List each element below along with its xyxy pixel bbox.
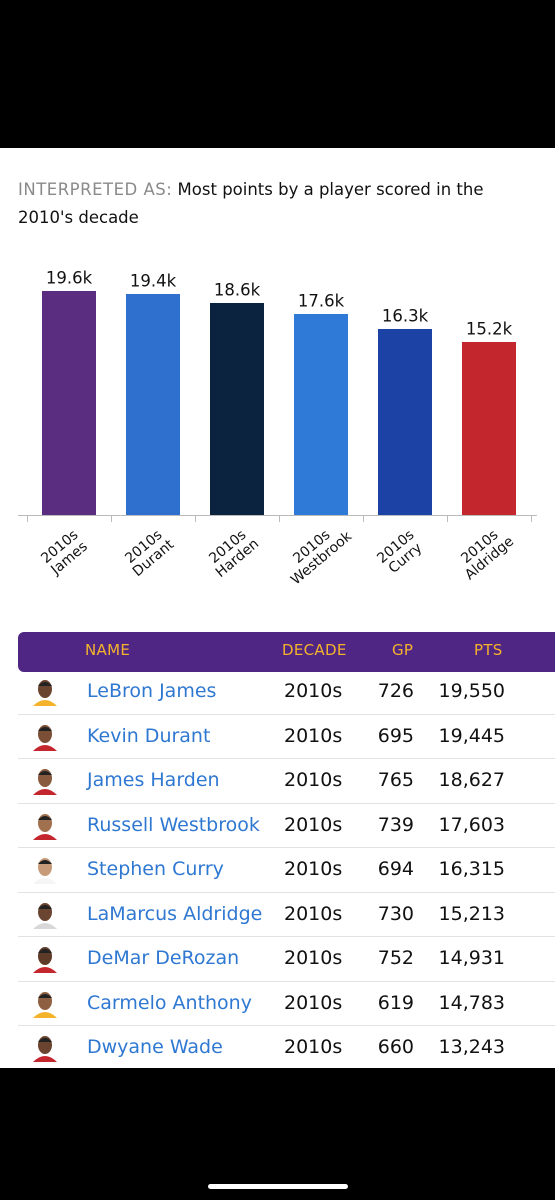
table-cell: 2010s — [284, 813, 343, 836]
table-cell: 2010s — [284, 1036, 343, 1058]
player-avatar — [30, 1032, 60, 1062]
value-label: 16.3k — [381, 306, 429, 326]
column-header: GP — [392, 641, 414, 659]
bar — [126, 293, 180, 515]
category-label: 2010s Aldridge — [458, 526, 518, 584]
player-name[interactable]: LaMarcus Aldridge — [87, 902, 263, 925]
player-avatar — [30, 899, 60, 929]
axis-tick — [27, 515, 28, 522]
column-header: NAME — [85, 641, 131, 659]
query-text: Most points by a player scored in the 20… — [18, 180, 484, 227]
table-cell: 765 — [377, 769, 414, 791]
value-label: 15.2k — [465, 319, 513, 339]
table-cell: 726 — [377, 680, 414, 702]
player-name[interactable]: Dwyane Wade — [87, 1036, 223, 1058]
value-label: 18.6k — [213, 280, 261, 300]
table-cell: 2010s — [284, 858, 343, 880]
row-separator — [18, 1025, 555, 1026]
column-header: PTS — [474, 641, 503, 659]
table-cell: 18,627 — [438, 769, 505, 791]
avatar-icon — [33, 813, 57, 840]
bar — [210, 302, 264, 515]
avatar-icon — [33, 902, 57, 929]
avatar-icon — [33, 769, 57, 795]
value-label: 19.4k — [129, 271, 177, 291]
table-cell: 14,783 — [438, 991, 505, 1014]
table-cell: 16,315 — [438, 858, 505, 880]
table-cell: 13,243 — [438, 1036, 505, 1058]
axis-tick — [111, 515, 112, 522]
row-separator — [18, 980, 555, 982]
row-separator — [18, 713, 555, 715]
table-cell: 694 — [377, 858, 414, 880]
bar — [378, 329, 432, 515]
table-cell: 619 — [377, 991, 414, 1014]
table-cell: 19,550 — [438, 680, 505, 702]
player-avatar — [30, 854, 60, 884]
table-cell: 695 — [377, 724, 414, 747]
bar — [42, 291, 96, 515]
axis-tick — [447, 515, 448, 522]
interpretation: INTERPRETED AS: Most points by a player … — [18, 176, 518, 232]
category-label: 2010s Curry — [374, 526, 426, 577]
player-name[interactable]: Stephen Curry — [87, 858, 224, 880]
category-label: 2010s James — [38, 526, 91, 579]
player-avatar — [30, 765, 60, 795]
axis-tick — [531, 515, 532, 522]
player-name[interactable]: Russell Westbrook — [87, 813, 260, 836]
row-separator — [18, 936, 555, 937]
category-label: 2010s Durant — [122, 526, 178, 581]
table-cell: 2010s — [284, 991, 343, 1014]
player-avatar — [30, 988, 60, 1018]
row-separator — [18, 891, 555, 893]
table-header — [18, 632, 555, 672]
bar — [294, 314, 348, 515]
axis-tick — [363, 515, 364, 522]
category-label: 2010s Harden — [206, 526, 263, 581]
table-cell: 2010s — [284, 902, 343, 925]
home-indicator — [208, 1184, 348, 1189]
row-separator — [18, 847, 555, 848]
bar — [462, 341, 516, 515]
player-avatar — [30, 943, 60, 973]
table-cell: 14,931 — [438, 947, 505, 969]
table-cell: 739 — [377, 813, 414, 836]
player-name[interactable]: Kevin Durant — [87, 724, 211, 747]
table-cell: 2010s — [284, 947, 343, 969]
value-label: 17.6k — [297, 291, 345, 311]
x-axis — [18, 515, 537, 516]
table-cell: 19,445 — [438, 724, 505, 747]
player-name[interactable]: Carmelo Anthony — [87, 991, 252, 1014]
table-cell: 752 — [377, 947, 414, 969]
avatar-icon — [33, 680, 57, 706]
avatar-icon — [33, 991, 57, 1018]
interpreted-label: INTERPRETED AS: — [18, 180, 173, 199]
avatar-icon — [33, 947, 57, 973]
avatar-icon — [33, 1036, 57, 1062]
table-cell: 730 — [377, 902, 414, 925]
table-cell: 17,603 — [438, 813, 505, 836]
column-header: DECADE — [282, 641, 347, 659]
row-separator — [18, 758, 555, 759]
axis-tick — [195, 515, 196, 522]
player-avatar — [30, 721, 60, 751]
player-name[interactable]: LeBron James — [87, 680, 217, 702]
avatar-icon — [33, 858, 57, 884]
avatar-icon — [33, 724, 57, 751]
table-cell: 2010s — [284, 769, 343, 791]
table-cell: 15,213 — [438, 902, 505, 925]
player-name[interactable]: DeMar DeRozan — [87, 947, 240, 969]
player-avatar — [30, 676, 60, 706]
table-cell: 2010s — [284, 724, 343, 747]
table-cell: 2010s — [284, 680, 343, 702]
category-label: 2010s Westbrook — [288, 526, 355, 589]
row-separator — [18, 802, 555, 804]
player-name[interactable]: James Harden — [87, 769, 220, 791]
table-cell: 660 — [377, 1036, 414, 1058]
axis-tick — [279, 515, 280, 522]
player-avatar — [30, 810, 60, 840]
value-label: 19.6k — [45, 268, 93, 288]
